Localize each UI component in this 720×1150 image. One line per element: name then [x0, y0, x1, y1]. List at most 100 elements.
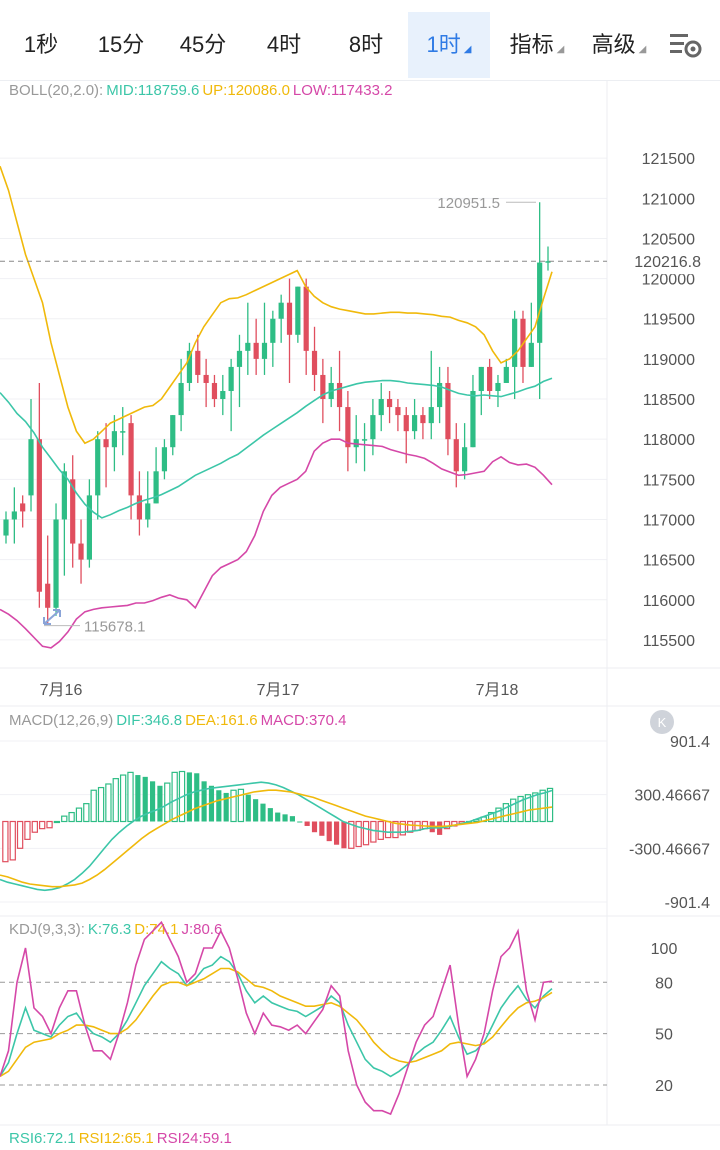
candle — [211, 374, 218, 408]
boll-up-line — [0, 165, 553, 445]
candle-body — [295, 286, 301, 335]
candle-body — [153, 471, 159, 504]
candle — [161, 439, 168, 480]
candle-body — [453, 439, 459, 472]
macd-histogram-bar — [546, 787, 554, 823]
candle-body — [220, 391, 226, 400]
candle-body — [370, 415, 376, 440]
macd-histogram-bar — [68, 811, 75, 823]
macd-histogram-bar — [319, 821, 325, 836]
candle-body — [36, 439, 42, 592]
macd-histogram-bar — [223, 792, 229, 822]
candle-body — [478, 366, 484, 392]
candle-body — [11, 511, 17, 520]
candle-body — [211, 382, 218, 400]
macd-histogram-bar — [150, 781, 156, 822]
candle-body — [28, 439, 34, 496]
low-price-label: 115678.1 — [84, 619, 145, 636]
macd-histogram-bar — [171, 771, 178, 823]
tab-4h[interactable]: 4时 — [266, 32, 302, 57]
chart-settings-icon[interactable] — [668, 30, 704, 60]
candle-body — [420, 415, 426, 424]
candle — [361, 423, 368, 472]
macd-histogram-bar — [282, 814, 288, 822]
macd-histogram-bar — [46, 820, 53, 829]
macd-histogram-bar — [38, 820, 46, 830]
macd-histogram-bar — [245, 794, 251, 822]
macd-histogram-bar — [370, 820, 377, 843]
tab-1h[interactable]: 1时 ◢ — [408, 12, 490, 78]
macd-histogram-bar — [267, 808, 273, 822]
y-tick-label: 901.4 — [670, 734, 710, 751]
macd-histogram-bar — [348, 820, 355, 849]
candle-body — [136, 495, 143, 520]
macd-histogram-bar — [487, 811, 495, 823]
macd-histogram-bar — [119, 774, 127, 823]
candle-body — [203, 374, 209, 383]
y-tick-label: 116500 — [643, 553, 695, 570]
candle — [78, 519, 84, 584]
macd-histogram-bar — [311, 821, 318, 833]
macd-histogram-bar — [253, 799, 259, 822]
candle-body — [161, 447, 168, 472]
candle — [61, 463, 67, 576]
candle-body — [53, 519, 59, 608]
candle — [345, 391, 351, 472]
boll-legend-name: BOLL(20,2.0): — [9, 82, 104, 99]
rsi-legend-24: RSI24:59.1 — [156, 1130, 232, 1147]
candle-body — [61, 471, 67, 520]
candle — [270, 310, 276, 367]
candle-body — [411, 415, 418, 432]
macd-histogram-bar — [194, 773, 200, 822]
candle-body — [253, 342, 259, 359]
macd-histogram-bar — [502, 803, 510, 823]
dropdown-triangle-icon: ◢ — [556, 44, 565, 55]
kdj-j-line — [0, 920, 553, 1116]
macd-histogram-bar — [524, 794, 532, 823]
candle-body — [428, 407, 434, 424]
candle-body — [170, 415, 176, 448]
y-tick-label: 117500 — [643, 472, 695, 489]
expand-arrow — [43, 609, 61, 625]
macd-histogram-bar — [142, 776, 148, 822]
tab-indicators[interactable]: 指标 ◢ — [509, 32, 565, 57]
y-tick-label: -901.4 — [665, 895, 710, 912]
y-tick-label: 116000 — [643, 593, 695, 610]
tab-45m[interactable]: 45分 — [179, 32, 227, 57]
y-tick-label: 115500 — [643, 633, 695, 650]
tab-8h[interactable]: 8时 — [348, 32, 384, 57]
macd-histogram-bar — [289, 816, 295, 822]
macd-histogram-bar — [90, 789, 97, 823]
candle — [353, 415, 359, 464]
candle — [320, 358, 326, 424]
candle-body — [286, 302, 293, 335]
current-price-tag: 120216.8 — [634, 254, 701, 271]
candle-body — [186, 350, 193, 383]
candle — [286, 278, 293, 383]
tab-1s[interactable]: 1秒 — [23, 32, 59, 57]
expand-icon — [43, 609, 61, 625]
candle — [136, 471, 143, 536]
candle — [86, 479, 92, 568]
candle-body — [178, 382, 184, 416]
rsi-legend: RSI6:72.1 RSI12:65.1 RSI24:59.1 — [9, 1130, 235, 1147]
macd-histogram-bar — [362, 820, 370, 846]
macd-histogram-bar — [16, 820, 24, 849]
candle — [453, 423, 459, 488]
candle-body — [245, 342, 251, 351]
candle — [328, 366, 334, 408]
candle-body — [503, 366, 509, 383]
candle-body — [261, 342, 268, 359]
candle-body — [545, 261, 551, 263]
tab-15m[interactable]: 15分 — [97, 32, 145, 57]
candle-body — [103, 439, 109, 448]
macd-histogram-bar — [135, 775, 141, 822]
tab-advanced[interactable]: 高级 ◢ — [591, 32, 647, 57]
macd-legend-name: MACD(12,26,9) — [9, 712, 114, 729]
macd-histogram-bar — [495, 807, 502, 823]
candle-body — [128, 423, 134, 496]
macd-dif-line — [0, 781, 553, 892]
candle-body — [120, 431, 126, 433]
candle — [537, 202, 543, 400]
